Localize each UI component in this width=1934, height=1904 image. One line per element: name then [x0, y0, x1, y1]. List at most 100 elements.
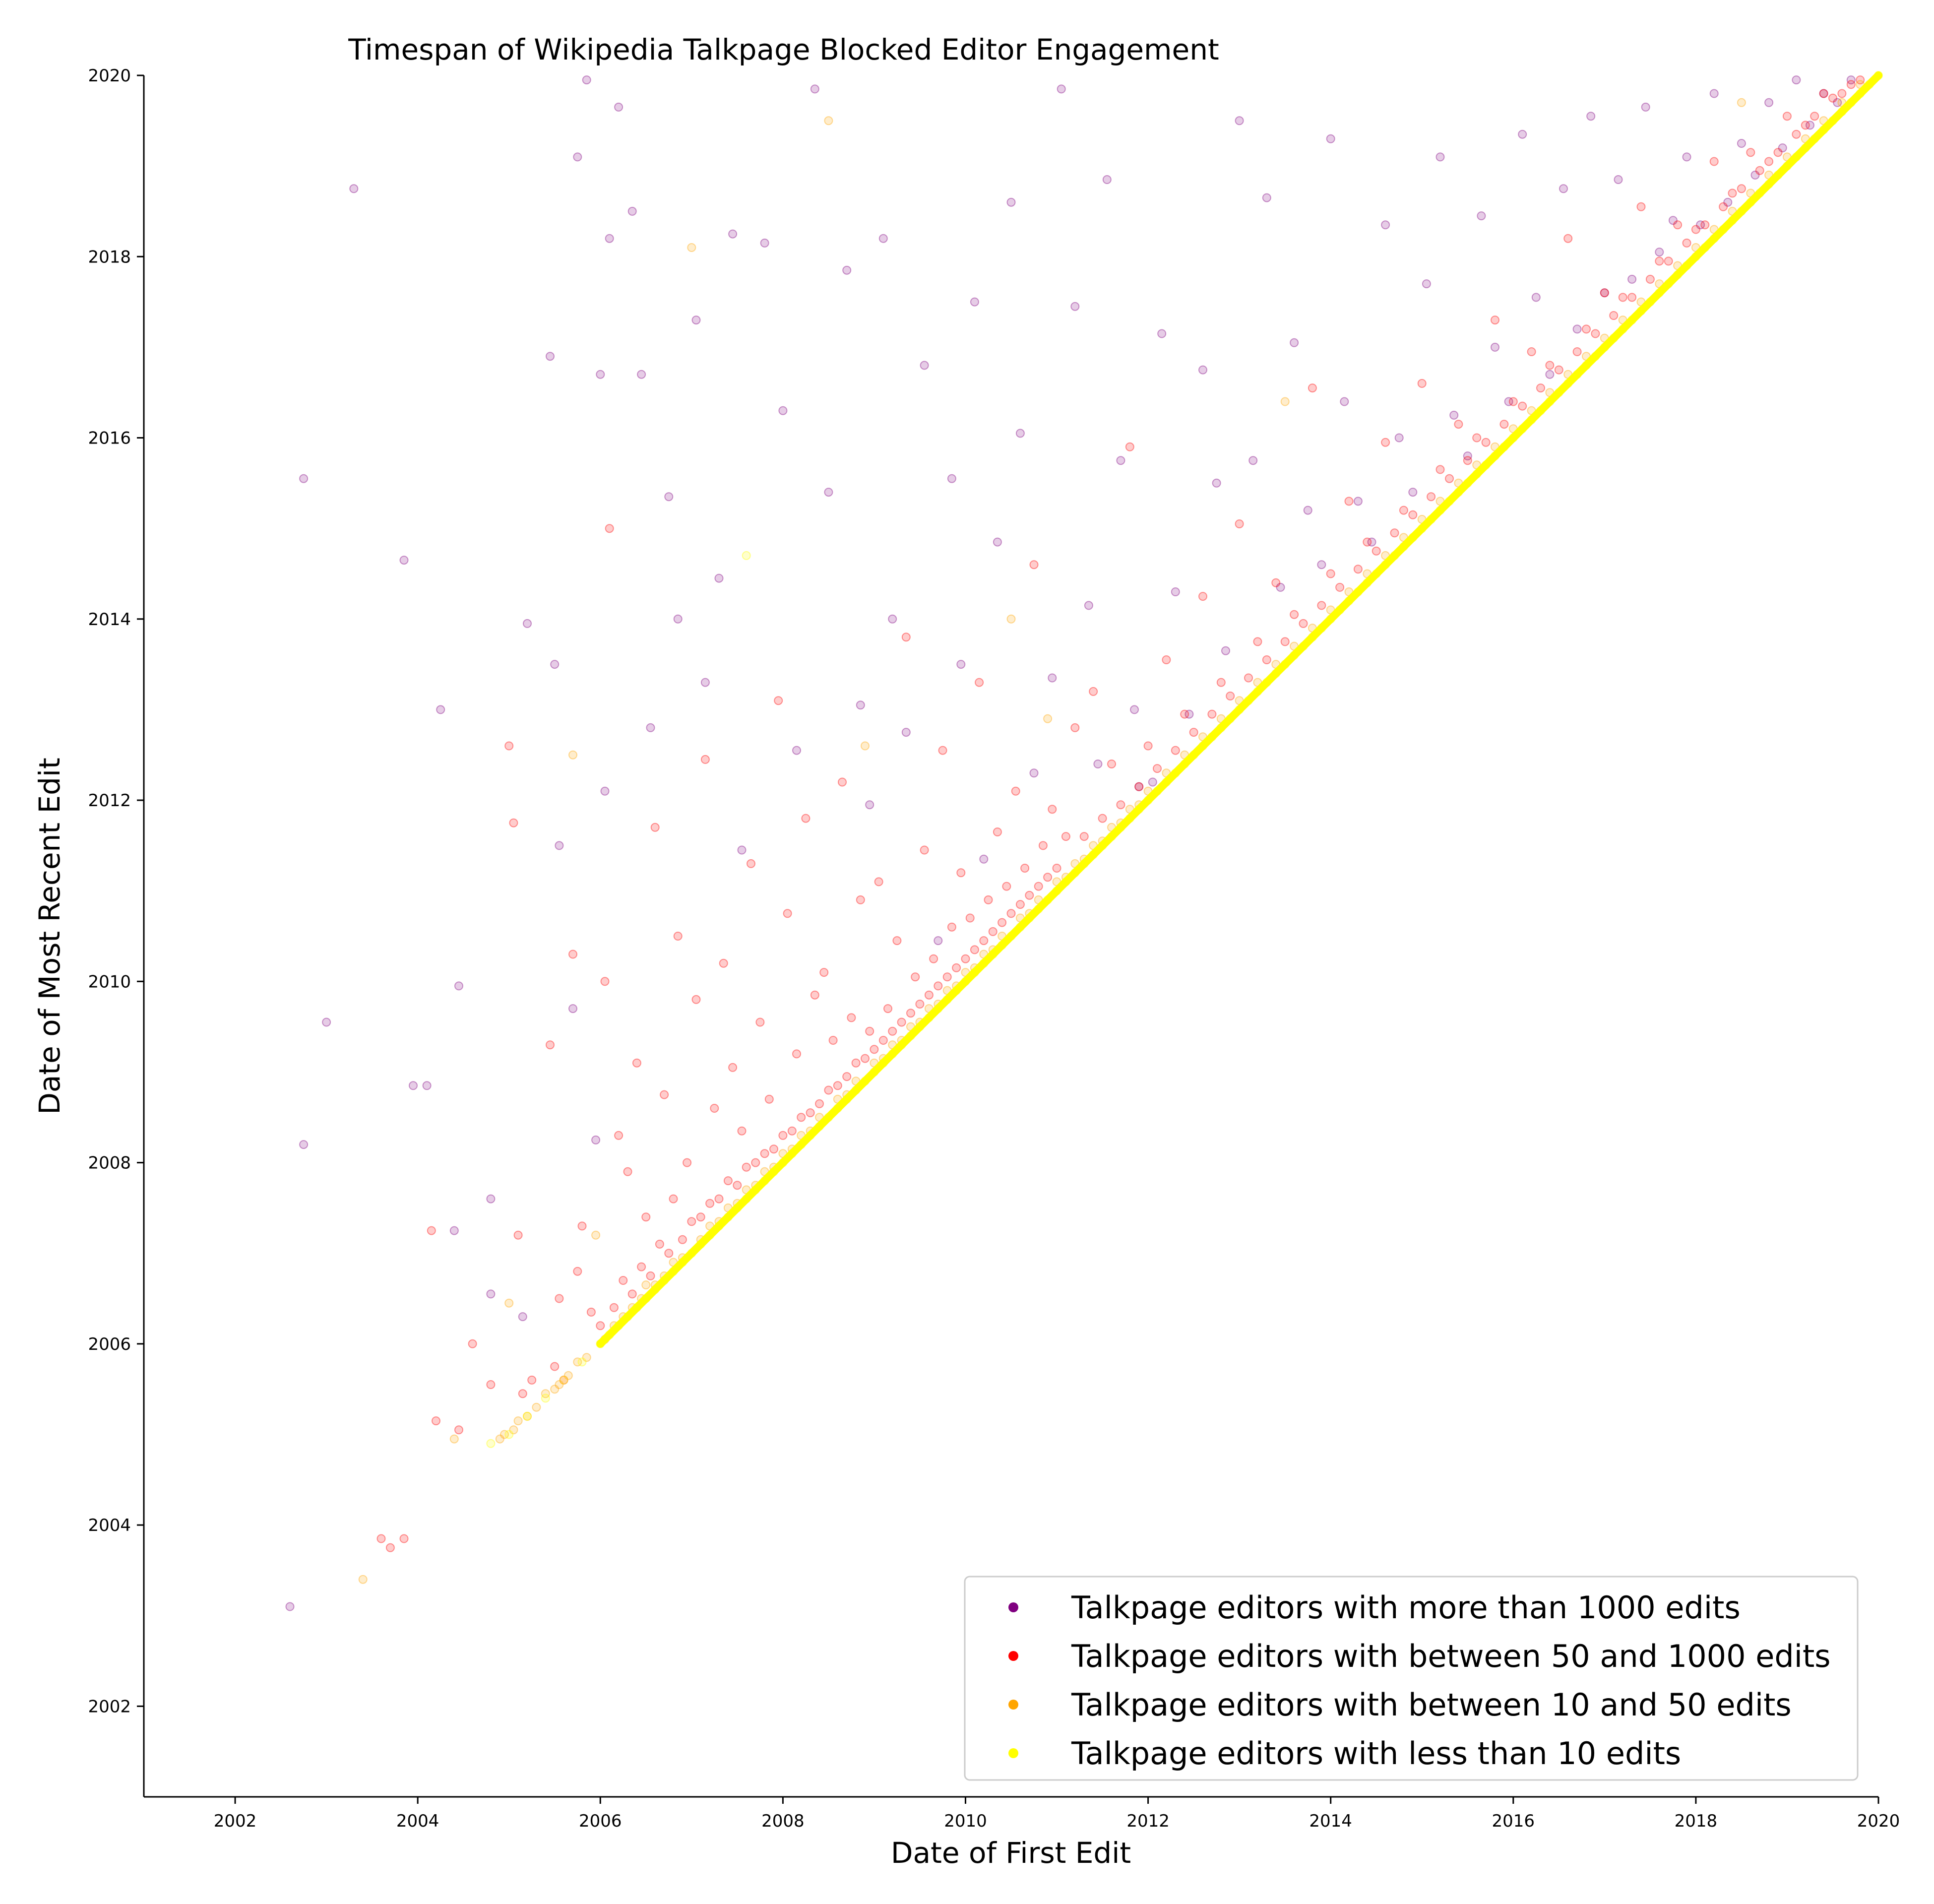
data-point: [733, 1181, 742, 1190]
data-point: [929, 954, 938, 963]
data-point: [769, 1144, 778, 1154]
data-point: [1463, 456, 1472, 465]
data-point: [819, 968, 829, 977]
data-point: [842, 265, 852, 275]
data-point: [1002, 882, 1011, 891]
data-point: [1043, 873, 1053, 882]
data-point: [573, 1357, 582, 1367]
data-point: [605, 524, 614, 533]
data-point: [376, 1534, 386, 1543]
data-point: [833, 1081, 842, 1090]
data-point: [901, 633, 911, 642]
data-point: [764, 1094, 774, 1104]
data-point: [1061, 832, 1070, 841]
data-point: [1614, 175, 1623, 184]
data-point: [582, 75, 591, 85]
data-point: [979, 936, 989, 946]
data-point: [1700, 220, 1710, 230]
data-point: [1591, 329, 1600, 338]
legend: Talkpage editors with more than 1000 edi…: [964, 1576, 1859, 1781]
data-point: [1531, 293, 1541, 302]
data-point: [358, 1575, 368, 1584]
data-point: [842, 1072, 852, 1081]
data-point: [427, 1226, 436, 1235]
data-point: [1326, 569, 1335, 578]
data-point: [700, 678, 710, 687]
data-point: [947, 922, 956, 932]
y-tick-label: 2018: [88, 247, 131, 267]
data-point: [1248, 456, 1258, 465]
data-point: [1472, 433, 1482, 443]
data-point: [1737, 139, 1746, 148]
y-tick-label: 2012: [88, 791, 131, 811]
data-point: [655, 1239, 664, 1249]
data-point: [1508, 397, 1518, 406]
data-point: [1070, 723, 1080, 732]
data-point: [541, 1394, 550, 1403]
data-point: [1180, 709, 1189, 719]
data-point: [449, 1434, 459, 1444]
data-point: [546, 1040, 555, 1050]
data-point: [993, 537, 1002, 547]
y-tick-label: 2014: [88, 610, 131, 630]
data-point: [550, 1385, 560, 1394]
data-point: [1102, 175, 1112, 184]
y-tick-label: 2004: [88, 1516, 131, 1535]
data-point: [1782, 112, 1792, 121]
data-point: [1435, 152, 1445, 162]
data-point: [1171, 587, 1180, 596]
data-point: [1559, 184, 1568, 193]
data-point: [1504, 397, 1513, 406]
data-point: [1034, 882, 1043, 891]
data-point: [577, 1357, 587, 1367]
data-point: [513, 1230, 523, 1240]
data-point: [1828, 93, 1837, 103]
data-point: [838, 777, 847, 787]
data-point: [1737, 98, 1746, 107]
data-point: [409, 1081, 418, 1090]
data-point: [806, 1108, 815, 1118]
data-point: [454, 1425, 463, 1435]
data-point: [861, 741, 870, 751]
data-point: [568, 1004, 577, 1014]
data-point: [664, 1249, 674, 1258]
data-point: [824, 488, 833, 497]
data-point: [1609, 311, 1619, 320]
data-point: [1185, 709, 1194, 719]
legend-marker: [1008, 1700, 1018, 1710]
data-point: [600, 977, 610, 986]
data-point: [824, 1085, 833, 1095]
data-point: [1006, 614, 1016, 624]
data-point: [591, 1230, 601, 1240]
data-point: [1792, 129, 1801, 139]
data-point: [1262, 193, 1271, 202]
legend-label: Talkpage editors with between 50 and 100…: [1071, 1638, 1831, 1674]
data-point: [1157, 329, 1167, 338]
data-point: [783, 909, 792, 918]
data-point: [1089, 687, 1098, 696]
data-point: [947, 474, 956, 483]
data-point: [1363, 537, 1372, 547]
x-tick-label: 2018: [1675, 1811, 1718, 1831]
data-point: [673, 932, 683, 941]
data-point: [1116, 456, 1125, 465]
x-tick-label: 2002: [214, 1811, 257, 1831]
data-point: [1290, 338, 1299, 347]
data-point: [1340, 397, 1349, 406]
data-point: [714, 573, 724, 583]
data-point: [577, 1221, 587, 1231]
data-point: [1773, 148, 1783, 157]
data-point: [1518, 129, 1527, 139]
data-point: [1627, 293, 1637, 302]
data-point: [1143, 741, 1153, 751]
data-point: [1536, 383, 1545, 393]
data-point: [747, 859, 755, 868]
data-point: [1618, 293, 1627, 302]
data-point: [1696, 220, 1705, 230]
data-point: [1477, 211, 1486, 221]
data-point: [1130, 705, 1139, 714]
data-point: [1226, 692, 1235, 700]
data-point: [938, 746, 947, 755]
data-point: [1335, 582, 1345, 592]
